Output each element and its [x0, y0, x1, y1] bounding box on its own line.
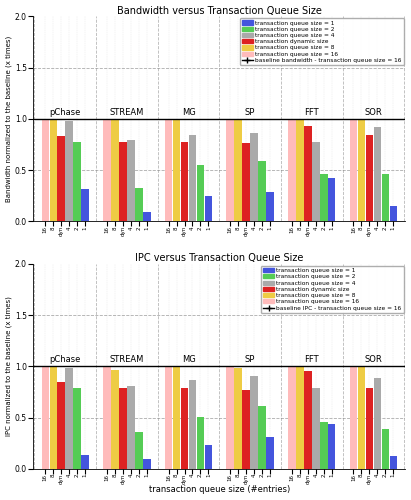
- Bar: [127, 140, 135, 222]
- Bar: [119, 388, 127, 469]
- Bar: [226, 119, 234, 222]
- Bar: [197, 416, 204, 469]
- Bar: [135, 188, 143, 222]
- Text: FFT: FFT: [305, 356, 319, 364]
- Text: FFT: FFT: [305, 108, 319, 117]
- Bar: [266, 437, 274, 469]
- Bar: [350, 119, 357, 222]
- Bar: [312, 142, 319, 222]
- Bar: [390, 206, 397, 222]
- Bar: [111, 119, 119, 222]
- Text: STREAM: STREAM: [110, 108, 144, 117]
- Bar: [74, 142, 81, 222]
- Bar: [205, 446, 212, 469]
- Bar: [165, 366, 172, 469]
- Bar: [374, 378, 381, 469]
- Bar: [103, 366, 111, 469]
- Bar: [304, 126, 312, 222]
- Bar: [197, 165, 204, 222]
- Bar: [259, 406, 266, 469]
- Bar: [205, 196, 212, 222]
- Legend: transaction queue size = 1, transaction queue size = 2, transaction queue size =: transaction queue size = 1, transaction …: [261, 266, 404, 313]
- Bar: [103, 119, 111, 222]
- Bar: [266, 192, 274, 222]
- Text: MG: MG: [182, 356, 195, 364]
- Text: MG: MG: [182, 108, 195, 117]
- Bar: [288, 366, 296, 469]
- Bar: [366, 388, 373, 469]
- Bar: [42, 119, 49, 222]
- Bar: [390, 456, 397, 469]
- Bar: [366, 135, 373, 222]
- Bar: [250, 376, 258, 469]
- Bar: [65, 121, 73, 222]
- Bar: [328, 178, 335, 222]
- Bar: [135, 432, 143, 469]
- Text: SP: SP: [245, 108, 255, 117]
- Bar: [242, 144, 250, 222]
- Bar: [49, 366, 57, 469]
- Title: Bandwidth versus Transaction Queue Size: Bandwidth versus Transaction Queue Size: [117, 6, 322, 16]
- Bar: [74, 388, 81, 469]
- Bar: [189, 380, 196, 469]
- Bar: [234, 368, 242, 469]
- Bar: [165, 119, 172, 222]
- Bar: [119, 142, 127, 222]
- Bar: [189, 135, 196, 222]
- Bar: [358, 366, 365, 469]
- Bar: [320, 422, 328, 469]
- Text: pChase: pChase: [50, 356, 81, 364]
- Bar: [374, 127, 381, 222]
- Bar: [181, 388, 188, 469]
- Text: pChase: pChase: [50, 108, 81, 117]
- Bar: [296, 366, 304, 469]
- Bar: [296, 119, 304, 222]
- Bar: [58, 382, 65, 469]
- Bar: [312, 388, 319, 469]
- Bar: [350, 366, 357, 469]
- X-axis label: transaction queue size (#entries): transaction queue size (#entries): [149, 486, 290, 494]
- Bar: [173, 119, 180, 222]
- Y-axis label: Bandwidth normalized to the baseline (x times): Bandwidth normalized to the baseline (x …: [6, 36, 12, 202]
- Legend: transaction queue size = 1, transaction queue size = 2, transaction queue size =: transaction queue size = 1, transaction …: [240, 18, 404, 66]
- Bar: [127, 386, 135, 469]
- Bar: [111, 370, 119, 469]
- Text: SOR: SOR: [365, 356, 382, 364]
- Y-axis label: IPC normalized to the baseline (x times): IPC normalized to the baseline (x times): [6, 296, 12, 436]
- Bar: [143, 212, 150, 222]
- Bar: [381, 429, 389, 469]
- Bar: [320, 174, 328, 222]
- Text: SP: SP: [245, 356, 255, 364]
- Bar: [381, 174, 389, 222]
- Bar: [173, 366, 180, 469]
- Bar: [58, 136, 65, 222]
- Text: SOR: SOR: [365, 108, 382, 117]
- Bar: [81, 188, 89, 222]
- Bar: [259, 161, 266, 222]
- Bar: [42, 366, 49, 469]
- Bar: [49, 119, 57, 222]
- Bar: [358, 119, 365, 222]
- Bar: [304, 370, 312, 469]
- Bar: [242, 390, 250, 469]
- Bar: [143, 458, 150, 469]
- Text: STREAM: STREAM: [110, 356, 144, 364]
- Bar: [181, 142, 188, 222]
- Bar: [234, 119, 242, 222]
- Bar: [288, 119, 296, 222]
- Bar: [226, 366, 234, 469]
- Title: IPC versus Transaction Queue Size: IPC versus Transaction Queue Size: [135, 253, 303, 263]
- Bar: [250, 133, 258, 222]
- Bar: [328, 424, 335, 469]
- Bar: [65, 368, 73, 469]
- Bar: [81, 454, 89, 469]
